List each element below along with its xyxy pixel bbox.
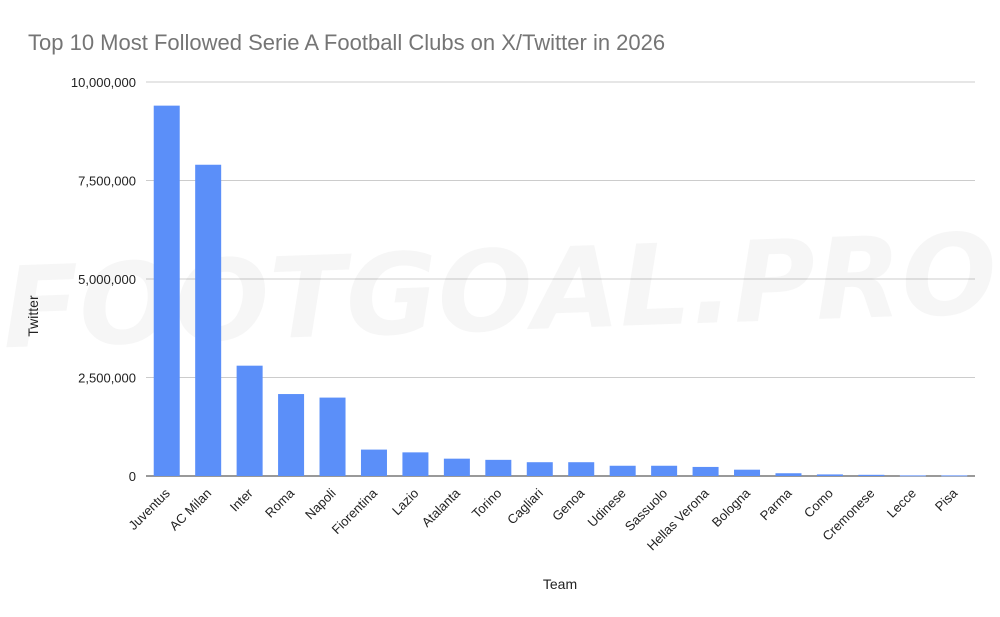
y-tick-label: 5,000,000 xyxy=(78,272,136,287)
bar-atalanta xyxy=(443,458,470,476)
x-tick-label: Parma xyxy=(757,485,795,523)
bar-juventus xyxy=(153,105,180,476)
bar-napoli xyxy=(319,397,346,476)
x-tick-label: Atalanta xyxy=(419,485,464,530)
bar-genoa xyxy=(568,462,595,476)
x-tick-label: Roma xyxy=(262,485,298,521)
bar-sassuolo xyxy=(651,465,678,476)
bar-lazio xyxy=(402,452,429,476)
y-axis-ticks: 0 2,500,000 5,000,000 7,500,000 10,000,000 xyxy=(71,75,136,484)
y-axis-label: Twitter xyxy=(25,295,41,337)
y-tick-label: 2,500,000 xyxy=(78,371,136,386)
x-tick-label: Torino xyxy=(469,486,505,522)
x-tick-label: Cagliari xyxy=(504,485,546,527)
bar-lecce xyxy=(899,475,926,477)
x-tick-label: Napoli xyxy=(302,485,339,522)
y-tick-label: 10,000,000 xyxy=(71,75,136,90)
y-tick-label: 0 xyxy=(129,469,136,484)
bar-cremonese xyxy=(858,474,885,476)
bar-udinese xyxy=(609,465,636,476)
bar-pisa xyxy=(941,475,968,477)
bars xyxy=(153,105,968,477)
bar-parma xyxy=(775,473,802,476)
x-tick-label: Inter xyxy=(227,485,256,514)
x-tick-label: Fiorentina xyxy=(329,485,381,537)
y-tick-label: 7,500,000 xyxy=(78,174,136,189)
bar-torino xyxy=(485,459,512,476)
x-tick-label: Lecce xyxy=(884,486,919,521)
x-tick-label: Genoa xyxy=(549,485,588,524)
bar-bologna xyxy=(734,469,761,476)
x-tick-label: Como xyxy=(801,486,836,521)
bar-como xyxy=(816,474,843,476)
bar-cagliari xyxy=(526,462,553,476)
bar-ac-milan xyxy=(195,164,222,477)
bar-inter xyxy=(236,365,263,476)
bar-fiorentina xyxy=(360,449,387,476)
x-tick-label: Juventus xyxy=(125,485,173,533)
x-tick-label: Pisa xyxy=(932,485,961,514)
x-tick-label: Lazio xyxy=(389,486,422,519)
bar-roma xyxy=(278,394,305,476)
x-tick-label: Bologna xyxy=(709,485,754,530)
x-tick-label: AC Milan xyxy=(166,486,214,534)
x-axis-label: Team xyxy=(543,576,577,592)
bar-hellas-verona xyxy=(692,466,719,476)
watermark-text: FOOTGOAL.PRO xyxy=(0,210,999,375)
chart-title: Top 10 Most Followed Serie A Football Cl… xyxy=(28,30,665,55)
